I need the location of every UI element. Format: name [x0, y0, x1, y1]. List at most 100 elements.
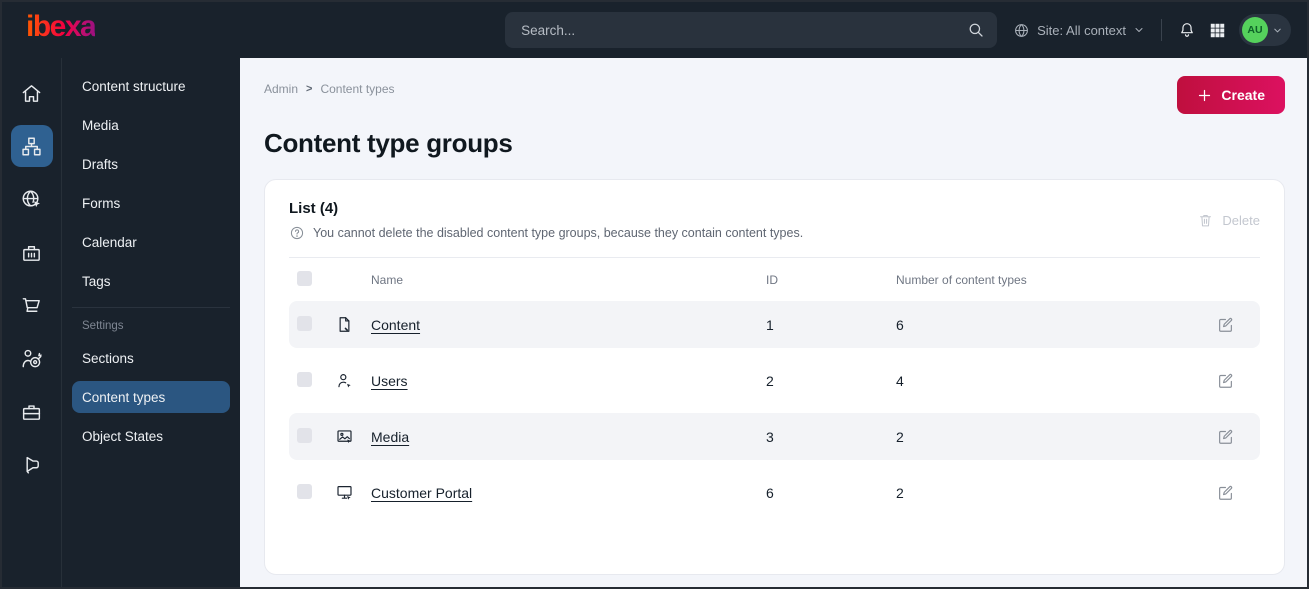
sidebar-item-sections[interactable]: Sections — [82, 350, 134, 366]
create-button[interactable]: Create — [1177, 76, 1285, 114]
site-context-selector[interactable]: Site: All context — [1013, 22, 1145, 39]
global-search[interactable] — [505, 12, 998, 48]
image-icon — [335, 427, 371, 446]
edit-button[interactable] — [1216, 483, 1235, 502]
info-text: You cannot delete the disabled content t… — [313, 226, 804, 240]
breadcrumb-content-types: Content types — [320, 82, 395, 96]
edit-icon — [1219, 317, 1233, 332]
crate-icon — [23, 245, 40, 261]
row-count: 6 — [896, 316, 904, 333]
search-input[interactable] — [521, 22, 968, 38]
table-header: Name ID Number of content types — [289, 257, 1260, 301]
table-row[interactable]: Customer Portal 6 2 — [289, 469, 1260, 516]
sidebar-item-object-states[interactable]: Object States — [82, 428, 164, 444]
content-type-group-link[interactable]: Content — [371, 316, 421, 333]
delete-button[interactable]: Delete — [1197, 212, 1260, 229]
sidebar-item-forms[interactable]: Forms — [82, 195, 121, 211]
search-icon — [969, 23, 983, 37]
create-button-label: Create — [1221, 87, 1265, 103]
globe-icon — [1015, 23, 1029, 37]
rail-item-marketing[interactable] — [11, 443, 53, 485]
rail-item-personalization[interactable] — [11, 337, 53, 379]
sidebar-item-content-structure[interactable]: Content structure — [82, 78, 186, 94]
row-checkbox[interactable] — [297, 427, 312, 443]
breadcrumb-admin[interactable]: Admin — [264, 82, 299, 96]
sidebar-settings-list: Sections Content types Object States — [72, 342, 230, 452]
trash-icon — [1200, 214, 1212, 227]
edit-button[interactable] — [1216, 371, 1235, 390]
cart-icon — [22, 297, 40, 312]
sidebar-main-list: Content structure Media Drafts Forms Calenda… — [72, 70, 230, 297]
content-type-group-link[interactable]: Customer Portal — [371, 484, 473, 501]
main-content: Admin > Content types Create Content typ… — [240, 58, 1307, 587]
chevron-down-icon — [1274, 28, 1281, 32]
column-header-id: ID — [766, 272, 778, 287]
icon-rail — [2, 58, 62, 587]
avatar: AU — [1242, 17, 1268, 43]
topbar: ibexa Site: All context AU — [2, 2, 1307, 58]
breadcrumb-separator: > — [306, 83, 313, 95]
help-icon — [290, 226, 304, 240]
delete-button-label: Delete — [1222, 213, 1260, 228]
sitemap-icon — [22, 137, 41, 155]
row-id: 6 — [766, 484, 774, 501]
user-icon — [335, 371, 371, 390]
row-id: 2 — [766, 372, 774, 389]
row-checkbox[interactable] — [297, 371, 312, 387]
rail-item-commerce[interactable] — [11, 284, 53, 326]
rail-item-dashboard[interactable] — [11, 72, 53, 114]
target-person-icon — [22, 349, 42, 367]
apps-menu-button[interactable] — [1209, 22, 1226, 39]
sidebar: Content structure Media Drafts Forms Calenda… — [62, 58, 240, 587]
sidebar-item-content-types[interactable]: Content types — [72, 381, 230, 413]
monitor-icon — [335, 483, 371, 502]
table-row[interactable]: Media 3 2 — [289, 413, 1260, 460]
topbar-divider — [1161, 19, 1162, 41]
row-checkbox[interactable] — [297, 483, 312, 499]
column-header-name: Name — [371, 272, 404, 287]
chevron-down-icon — [1135, 28, 1143, 32]
edit-button[interactable] — [1216, 427, 1235, 446]
content-type-groups-card: List (4) You cannot delete the disabled … — [264, 179, 1285, 575]
bell-icon — [1181, 23, 1193, 37]
row-checkbox[interactable] — [297, 315, 312, 331]
ibexa-logo: ibexa — [26, 12, 97, 48]
topbar-right: Site: All context AU — [1013, 14, 1291, 46]
edit-icon — [1219, 373, 1233, 388]
megaphone-icon — [26, 456, 39, 474]
sidebar-item-calendar[interactable]: Calendar — [82, 234, 137, 250]
row-count: 2 — [896, 428, 904, 445]
table-row[interactable]: Users 2 4 — [289, 357, 1260, 404]
notifications-button[interactable] — [1178, 21, 1196, 39]
rail-item-product-catalog[interactable] — [11, 231, 53, 273]
list-title: List (4) — [289, 200, 339, 217]
rail-item-admin[interactable] — [11, 390, 53, 432]
rail-item-site[interactable] — [11, 178, 53, 220]
content-type-group-link[interactable]: Media — [371, 428, 410, 445]
row-id: 3 — [766, 428, 774, 445]
row-count: 2 — [896, 484, 904, 501]
rail-item-content[interactable] — [10, 125, 53, 167]
sidebar-section-label: Settings — [82, 320, 124, 332]
sidebar-item-tags[interactable]: Tags — [82, 273, 111, 289]
content-type-groups-table: Name ID Number of content types Content … — [289, 257, 1260, 516]
table-row[interactable]: Content 1 6 — [289, 301, 1260, 348]
edit-icon — [1219, 485, 1233, 500]
row-id: 1 — [766, 316, 774, 333]
edit-button[interactable] — [1216, 315, 1235, 334]
home-icon — [22, 84, 41, 102]
site-context-label: Site: All context — [1037, 22, 1126, 38]
user-menu[interactable]: AU — [1239, 14, 1291, 46]
plus-icon — [1199, 89, 1211, 101]
content-type-group-link[interactable]: Users — [371, 372, 408, 389]
select-all-checkbox[interactable] — [297, 270, 312, 286]
row-count: 4 — [896, 372, 904, 389]
sidebar-item-drafts[interactable]: Drafts — [82, 156, 119, 172]
column-header-count: Number of content types — [896, 272, 1027, 287]
apps-grid-icon — [1210, 23, 1225, 37]
globe-pointer-icon — [22, 190, 40, 207]
edit-icon — [1219, 429, 1233, 444]
sidebar-item-media[interactable]: Media — [82, 117, 119, 133]
file-icon — [335, 315, 371, 334]
